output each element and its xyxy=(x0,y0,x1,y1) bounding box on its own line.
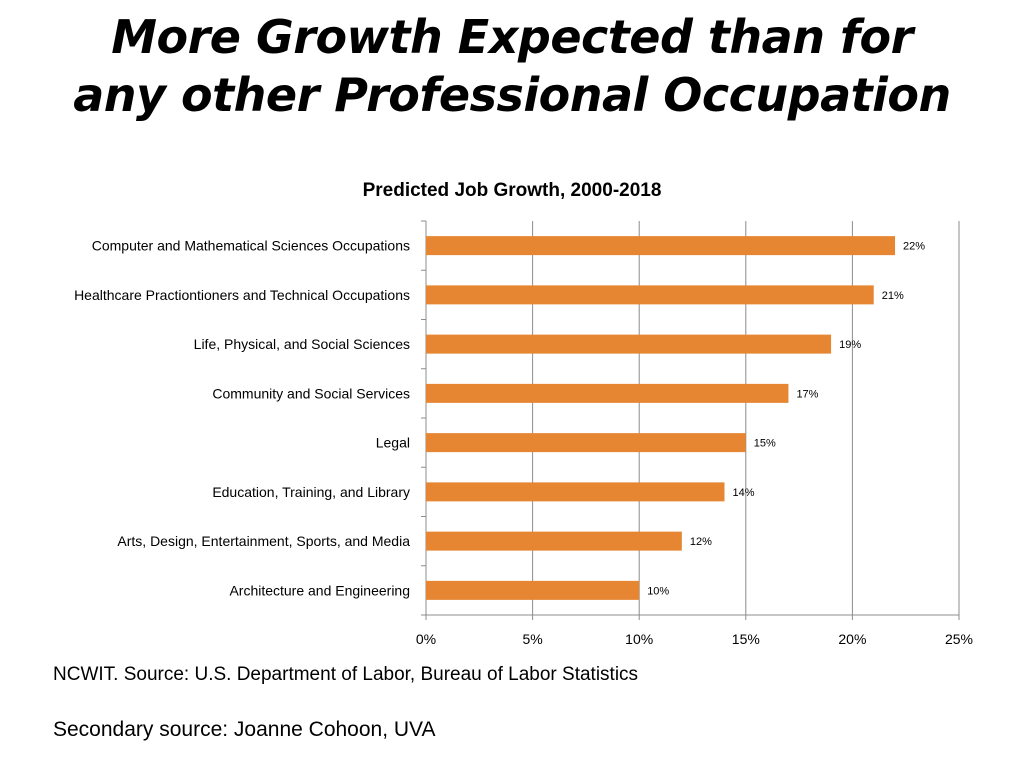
data-label: 12% xyxy=(690,536,712,548)
bar xyxy=(426,285,874,305)
bar xyxy=(426,433,746,453)
category-label: Community and Social Services xyxy=(212,385,410,401)
category-label: Arts, Design, Entertainment, Sports, and… xyxy=(117,533,410,549)
bar xyxy=(426,383,789,403)
x-tick-label: 15% xyxy=(732,631,760,647)
category-label: Architecture and Engineering xyxy=(229,582,410,598)
category-label: Life, Physical, and Social Sciences xyxy=(194,336,410,352)
bar xyxy=(426,334,832,354)
data-label: 17% xyxy=(796,388,818,400)
category-label: Healthcare Practiontioners and Technical… xyxy=(74,287,410,303)
chart-title: Predicted Job Growth, 2000-2018 xyxy=(363,180,662,201)
bar xyxy=(426,482,725,502)
bar xyxy=(426,236,896,256)
data-label: 15% xyxy=(754,438,776,450)
data-label: 19% xyxy=(839,339,861,351)
source-note: NCWIT. Source: U.S. Department of Labor,… xyxy=(53,664,639,685)
data-label: 14% xyxy=(732,487,754,499)
x-tick-label: 10% xyxy=(625,631,653,647)
x-tick-label: 25% xyxy=(945,631,973,647)
secondary-source-note: Secondary source: Joanne Cohoon, UVA xyxy=(53,718,436,741)
x-tick-label: 0% xyxy=(416,631,436,647)
bar xyxy=(426,580,640,600)
slide-title: More Growth Expected than for any other … xyxy=(0,8,1024,124)
category-label: Legal xyxy=(376,435,410,451)
x-tick-label: 5% xyxy=(522,631,542,647)
bar-chart: Predicted Job Growth, 2000-2018 0% 5% 10% 15… xyxy=(74,180,973,647)
slide-title-line-2: any other Professional Occupation xyxy=(73,68,951,122)
category-label: Education, Training, and Library xyxy=(212,484,410,500)
slide-title-line-1: More Growth Expected than for xyxy=(111,10,913,64)
bar xyxy=(426,531,682,551)
x-tick-label: 20% xyxy=(838,631,866,647)
category-label: Computer and Mathematical Sciences Occup… xyxy=(92,238,410,254)
data-label: 21% xyxy=(882,290,904,302)
data-label: 22% xyxy=(903,241,925,253)
data-label: 10% xyxy=(647,585,669,597)
